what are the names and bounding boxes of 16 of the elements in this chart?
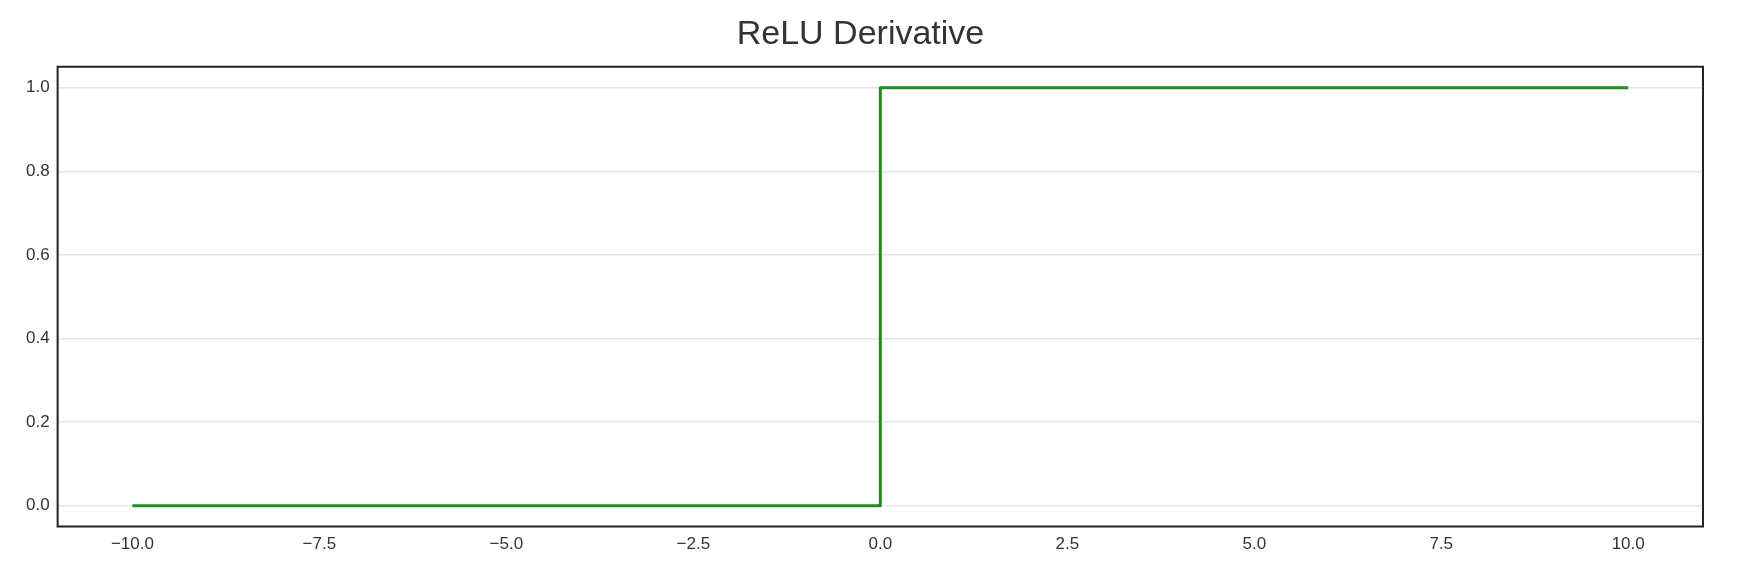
y-tick-label: 0.8 [25, 160, 50, 180]
x-tick-label: −7.5 [302, 534, 337, 554]
x-tick-label: 7.5 [1429, 534, 1454, 554]
x-tick-label: −10.0 [110, 534, 154, 554]
x-tick-label: 2.5 [1055, 534, 1080, 554]
y-tick-label: 0.0 [25, 495, 50, 515]
x-tick-label: −2.5 [676, 534, 711, 554]
y-tick-label: 0.6 [25, 244, 50, 264]
x-tick-label: 10.0 [1611, 534, 1645, 554]
x-tick-label: 5.0 [1242, 534, 1267, 554]
y-tick-label: 0.2 [25, 411, 50, 431]
x-tick-label: 0.0 [868, 534, 893, 554]
x-tick-label: −5.0 [489, 534, 524, 554]
y-tick-label: 1.0 [25, 77, 50, 97]
y-tick-label: 0.4 [25, 328, 50, 348]
chart-title: ReLU Derivative [736, 12, 985, 51]
